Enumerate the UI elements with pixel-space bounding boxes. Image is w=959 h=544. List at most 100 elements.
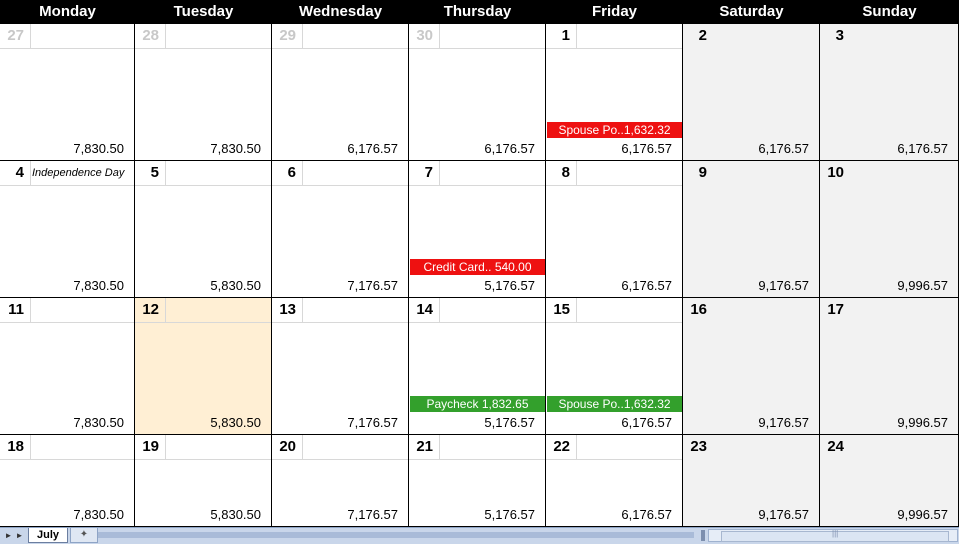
day-cell[interactable]: 10 9,996.57 <box>820 161 959 298</box>
day-cell[interactable]: 1 Spouse Po..1,632.32 6,176.57 <box>546 24 683 161</box>
day-balance: 9,996.57 <box>897 278 948 293</box>
day-cell[interactable]: 4 Independence Day 7,830.50 <box>0 161 135 298</box>
day-balance: 9,176.57 <box>758 415 809 430</box>
day-balance: 5,176.57 <box>484 278 535 293</box>
sheet-tab-bar: ► ► July ✦ ||| <box>0 527 959 544</box>
day-number: 20 <box>279 438 296 455</box>
weekday-header-tuesday: Tuesday <box>173 3 234 20</box>
day-balance: 7,830.50 <box>73 415 124 430</box>
day-number: 29 <box>279 27 296 44</box>
day-cell[interactable]: 20 7,176.57 <box>272 435 409 527</box>
day-header-divider <box>409 459 545 460</box>
day-balance: 5,176.57 <box>484 415 535 430</box>
day-number-divider <box>439 24 440 48</box>
day-cell[interactable]: 24 9,996.57 <box>820 435 959 527</box>
tab-split-handle[interactable] <box>701 530 705 541</box>
day-number-divider <box>165 24 166 48</box>
weekday-header-wednesday: Wednesday <box>298 3 383 20</box>
day-balance: 7,176.57 <box>347 507 398 522</box>
day-number: 16 <box>690 301 707 318</box>
day-cell[interactable]: 11 7,830.50 <box>0 298 135 435</box>
day-balance: 6,176.57 <box>484 141 535 156</box>
tab-strip <box>98 532 694 538</box>
day-cell[interactable]: 23 9,176.57 <box>683 435 820 527</box>
day-balance: 6,176.57 <box>621 278 672 293</box>
day-cell[interactable]: 13 7,176.57 <box>272 298 409 435</box>
day-header-divider <box>135 48 271 49</box>
first-sheet-icon[interactable]: ► <box>4 531 13 540</box>
day-number: 14 <box>416 301 433 318</box>
day-header-divider <box>409 185 545 186</box>
calendar-grid: Monday Tuesday Wednesday Thursday Friday Satu… <box>0 0 959 527</box>
weekday-header-sunday: Sunday <box>862 3 917 20</box>
day-balance: 7,830.50 <box>73 141 124 156</box>
day-number-divider <box>439 161 440 185</box>
day-number-divider <box>302 435 303 459</box>
transaction-bar[interactable]: Credit Card.. 540.00 <box>410 259 545 275</box>
day-number: 4 <box>15 164 24 181</box>
day-number: 24 <box>827 438 844 455</box>
day-balance: 9,176.57 <box>758 278 809 293</box>
day-number-divider <box>165 161 166 185</box>
day-cell[interactable]: 2 6,176.57 <box>683 24 820 161</box>
transaction-bar[interactable]: Spouse Po..1,632.32 <box>547 122 682 138</box>
day-cell[interactable]: 22 6,176.57 <box>546 435 683 527</box>
transaction-bar[interactable]: Paycheck 1,832.65 <box>410 396 545 412</box>
day-balance: 9,176.57 <box>758 507 809 522</box>
day-balance: 5,830.50 <box>210 507 261 522</box>
day-cell[interactable]: 15 Spouse Po..1,632.32 6,176.57 <box>546 298 683 435</box>
horizontal-scrollbar[interactable]: ||| <box>708 529 958 542</box>
day-balance: 6,176.57 <box>347 141 398 156</box>
day-balance: 7,830.50 <box>73 278 124 293</box>
day-cell[interactable]: 3 6,176.57 <box>820 24 959 161</box>
day-balance: 7,830.50 <box>210 141 261 156</box>
day-number: 27 <box>7 27 24 44</box>
day-balance: 7,176.57 <box>347 415 398 430</box>
horizontal-scroll-thumb[interactable]: ||| <box>721 529 949 542</box>
new-sheet-tab[interactable]: ✦ <box>70 528 98 543</box>
day-cell[interactable]: 7 Credit Card.. 540.00 5,176.57 <box>409 161 546 298</box>
day-cell[interactable]: 16 9,176.57 <box>683 298 820 435</box>
day-header-divider <box>135 322 271 323</box>
day-header-divider <box>546 459 682 460</box>
day-balance: 9,996.57 <box>897 507 948 522</box>
day-cell[interactable]: 27 7,830.50 <box>0 24 135 161</box>
day-header-divider <box>409 322 545 323</box>
transaction-bar[interactable]: Spouse Po..1,632.32 <box>547 396 682 412</box>
day-cell[interactable]: 6 7,176.57 <box>272 161 409 298</box>
sheet-tab-july[interactable]: July <box>28 528 69 543</box>
day-cell[interactable]: 5 5,830.50 <box>135 161 272 298</box>
day-cell[interactable]: 21 5,176.57 <box>409 435 546 527</box>
prev-sheet-icon[interactable]: ► <box>15 531 24 540</box>
day-number: 22 <box>553 438 570 455</box>
day-cell[interactable]: 19 5,830.50 <box>135 435 272 527</box>
weekday-header-row: Monday Tuesday Wednesday Thursday Friday Satu… <box>0 0 959 24</box>
day-cell[interactable]: 9 9,176.57 <box>683 161 820 298</box>
day-header-divider <box>546 185 682 186</box>
day-cell[interactable]: 18 7,830.50 <box>0 435 135 527</box>
day-cell[interactable]: 29 6,176.57 <box>272 24 409 161</box>
weekday-header-friday: Friday <box>591 3 637 20</box>
day-cell[interactable]: 28 7,830.50 <box>135 24 272 161</box>
day-header-divider <box>135 459 271 460</box>
day-number: 18 <box>7 438 24 455</box>
day-cell[interactable]: 12 5,830.50 <box>135 298 272 435</box>
grip-icon: ||| <box>832 529 839 538</box>
day-cell[interactable]: 8 6,176.57 <box>546 161 683 298</box>
day-cell[interactable]: 14 Paycheck 1,832.65 5,176.57 <box>409 298 546 435</box>
weekday-header-saturday: Saturday <box>719 3 784 20</box>
day-balance: 5,176.57 <box>484 507 535 522</box>
day-number-divider <box>576 24 577 48</box>
day-header-divider <box>409 48 545 49</box>
day-header-divider <box>272 459 408 460</box>
day-number-divider <box>30 161 31 185</box>
day-number-divider <box>302 298 303 322</box>
day-number: 12 <box>142 301 159 318</box>
day-balance: 6,176.57 <box>897 141 948 156</box>
day-header-divider <box>0 185 134 186</box>
day-number: 15 <box>553 301 570 318</box>
day-number-divider <box>576 298 577 322</box>
day-number: 23 <box>690 438 707 455</box>
day-cell[interactable]: 17 9,996.57 <box>820 298 959 435</box>
day-cell[interactable]: 30 6,176.57 <box>409 24 546 161</box>
